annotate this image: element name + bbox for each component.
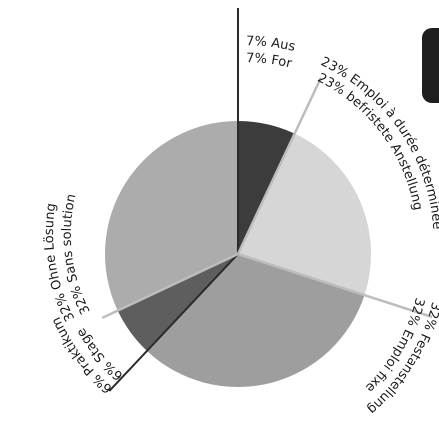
leader-line-festanstellung	[237, 252, 433, 319]
pie-slice-befristet	[238, 133, 371, 296]
pie-slice-ausbildung	[238, 121, 295, 254]
leader-line-ohne-loesung	[101, 252, 239, 320]
pie-slice-ohne-loesung	[105, 121, 238, 311]
leader-line-befristet	[236, 77, 323, 255]
slice-label-ausbildung-line1: 7% Ausbildung	[0, 0, 297, 55]
corner-tab	[422, 28, 439, 103]
pie-slice-praktikum	[117, 254, 238, 351]
pie-slice-festanstellung	[146, 254, 365, 387]
leader-line-praktikum	[108, 253, 239, 392]
